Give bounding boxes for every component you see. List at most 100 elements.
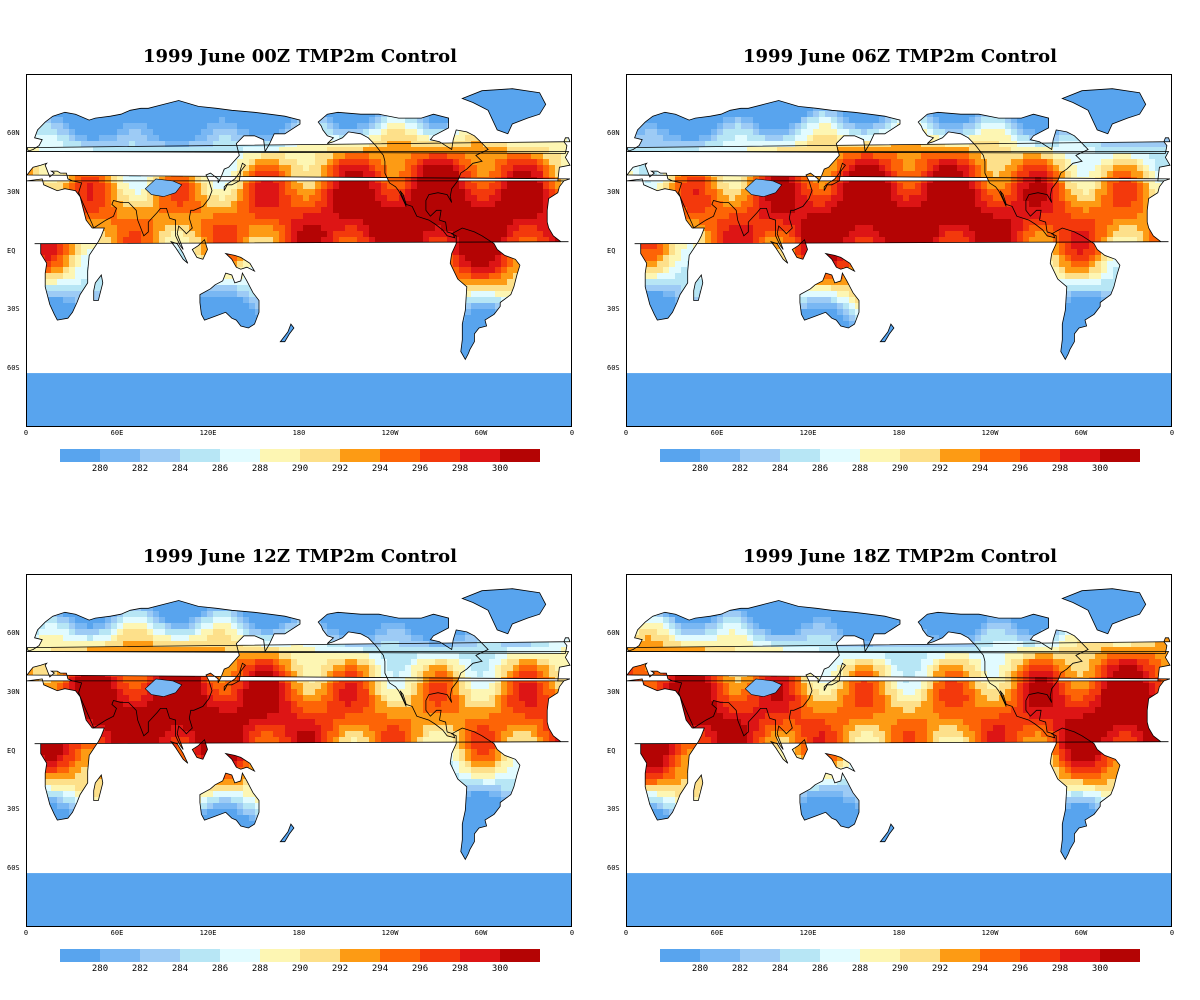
longitude-label: 120W <box>982 429 999 437</box>
latitude-label: EQ <box>607 747 615 755</box>
colorbar-swatch <box>1100 449 1140 462</box>
latitude-label: 30S <box>7 805 20 813</box>
coastline-eurasia <box>627 100 1171 250</box>
latitude-label: 60S <box>607 364 620 372</box>
colorbar-swatch <box>740 949 780 962</box>
coastline-australia <box>199 271 260 329</box>
colorbar-label: 290 <box>892 464 908 474</box>
colorbar-swatch <box>780 449 820 462</box>
colorbar-label: 288 <box>852 464 868 474</box>
colorbar-label: 300 <box>1092 964 1108 974</box>
coastline-africa <box>627 678 1169 821</box>
colorbar-label: 298 <box>1052 964 1068 974</box>
temperature-map <box>27 588 571 926</box>
coastline-uk <box>627 137 1171 154</box>
coastline-greenland <box>1061 88 1147 135</box>
latitude-label: 30N <box>607 688 620 696</box>
coastline-borneo <box>791 238 808 260</box>
colorbar-label: 294 <box>372 464 388 474</box>
colorbar-label: 292 <box>932 464 948 474</box>
coastline-northamerica <box>917 111 1089 239</box>
colorbar-label: 298 <box>452 464 468 474</box>
colorbar-label: 282 <box>132 964 148 974</box>
coastline-newzealand <box>879 823 895 843</box>
coastline-australia <box>799 771 860 829</box>
antarctica <box>627 873 1171 926</box>
longitude-label: 60W <box>1075 929 1088 937</box>
colorbar-label: 282 <box>132 464 148 474</box>
coastline-japan <box>223 162 246 191</box>
coastline-southamerica <box>449 727 521 861</box>
longitude-label: 0 <box>570 429 574 437</box>
coastline-sumatra <box>770 240 789 264</box>
colorbar-label: 280 <box>692 464 708 474</box>
colorbar-swatch <box>980 449 1020 462</box>
panel-title: 1999 June 12Z TMP2m Control <box>0 546 600 567</box>
coastline-newzealand <box>279 823 295 843</box>
longitude-label: 120E <box>800 929 817 937</box>
colorbar-label: 286 <box>812 464 828 474</box>
longitude-label: 120W <box>982 929 999 937</box>
longitude-label: 0 <box>1170 429 1174 437</box>
colorbar-label: 300 <box>492 964 508 974</box>
colorbar-swatch <box>220 449 260 462</box>
colorbar-swatch <box>60 449 100 462</box>
longitude-label: 0 <box>24 929 28 937</box>
colorbar-label: 294 <box>372 964 388 974</box>
colorbar <box>660 949 1140 962</box>
colorbar-swatch <box>740 449 780 462</box>
latitude-label: 60N <box>7 129 20 137</box>
coastline-greenland <box>461 88 547 135</box>
temperature-map <box>627 588 1171 926</box>
colorbar-label: 294 <box>972 464 988 474</box>
longitude-label: 0 <box>24 429 28 437</box>
colorbar-label: 286 <box>812 964 828 974</box>
colorbar <box>660 449 1140 462</box>
colorbar-label: 298 <box>452 964 468 974</box>
coastline-newguinea <box>824 252 856 273</box>
colorbar-swatch <box>260 449 300 462</box>
colorbar-swatch <box>780 949 820 962</box>
colorbar-label: 294 <box>972 964 988 974</box>
latitude-label: EQ <box>607 247 615 255</box>
map-frame <box>626 74 1172 427</box>
colorbar-swatch <box>140 449 180 462</box>
antarctica <box>27 373 571 426</box>
coastline-newguinea <box>224 752 256 773</box>
colorbar-swatch <box>860 949 900 962</box>
latitude-label: 60N <box>607 629 620 637</box>
colorbar-swatch <box>700 449 740 462</box>
colorbar-swatch <box>1020 449 1060 462</box>
colorbar-swatch <box>660 449 700 462</box>
colorbar-swatch <box>500 449 540 462</box>
colorbar-swatch <box>940 949 980 962</box>
panel-title: 1999 June 18Z TMP2m Control <box>600 546 1200 567</box>
coastline-eurasia <box>27 100 571 250</box>
coastline-borneo <box>791 738 808 760</box>
colorbar-swatch <box>60 949 100 962</box>
colorbar-swatch <box>380 949 420 962</box>
latitude-label: 60S <box>607 864 620 872</box>
latitude-label: 30N <box>607 188 620 196</box>
colorbar-label: 300 <box>1092 464 1108 474</box>
longitude-label: 120E <box>200 929 217 937</box>
coastline-newguinea <box>224 252 256 273</box>
longitude-label: 60W <box>475 429 488 437</box>
latitude-label: 30S <box>607 305 620 313</box>
colorbar-swatch <box>180 949 220 962</box>
panel-title: 1999 June 00Z TMP2m Control <box>0 46 600 67</box>
colorbar-swatch <box>420 449 460 462</box>
colorbar-swatch <box>340 949 380 962</box>
tibet-plateau <box>144 678 183 697</box>
colorbar-label: 280 <box>692 964 708 974</box>
colorbar-label: 284 <box>172 464 188 474</box>
temperature-map <box>27 88 571 426</box>
colorbar-label: 300 <box>492 464 508 474</box>
map-frame <box>26 74 572 427</box>
coastline-southamerica <box>1049 727 1121 861</box>
latitude-label: 60S <box>7 364 20 372</box>
colorbar-swatch <box>1100 949 1140 962</box>
colorbar-label: 288 <box>252 964 268 974</box>
longitude-label: 60W <box>475 929 488 937</box>
coastline-madagascar <box>93 774 104 801</box>
